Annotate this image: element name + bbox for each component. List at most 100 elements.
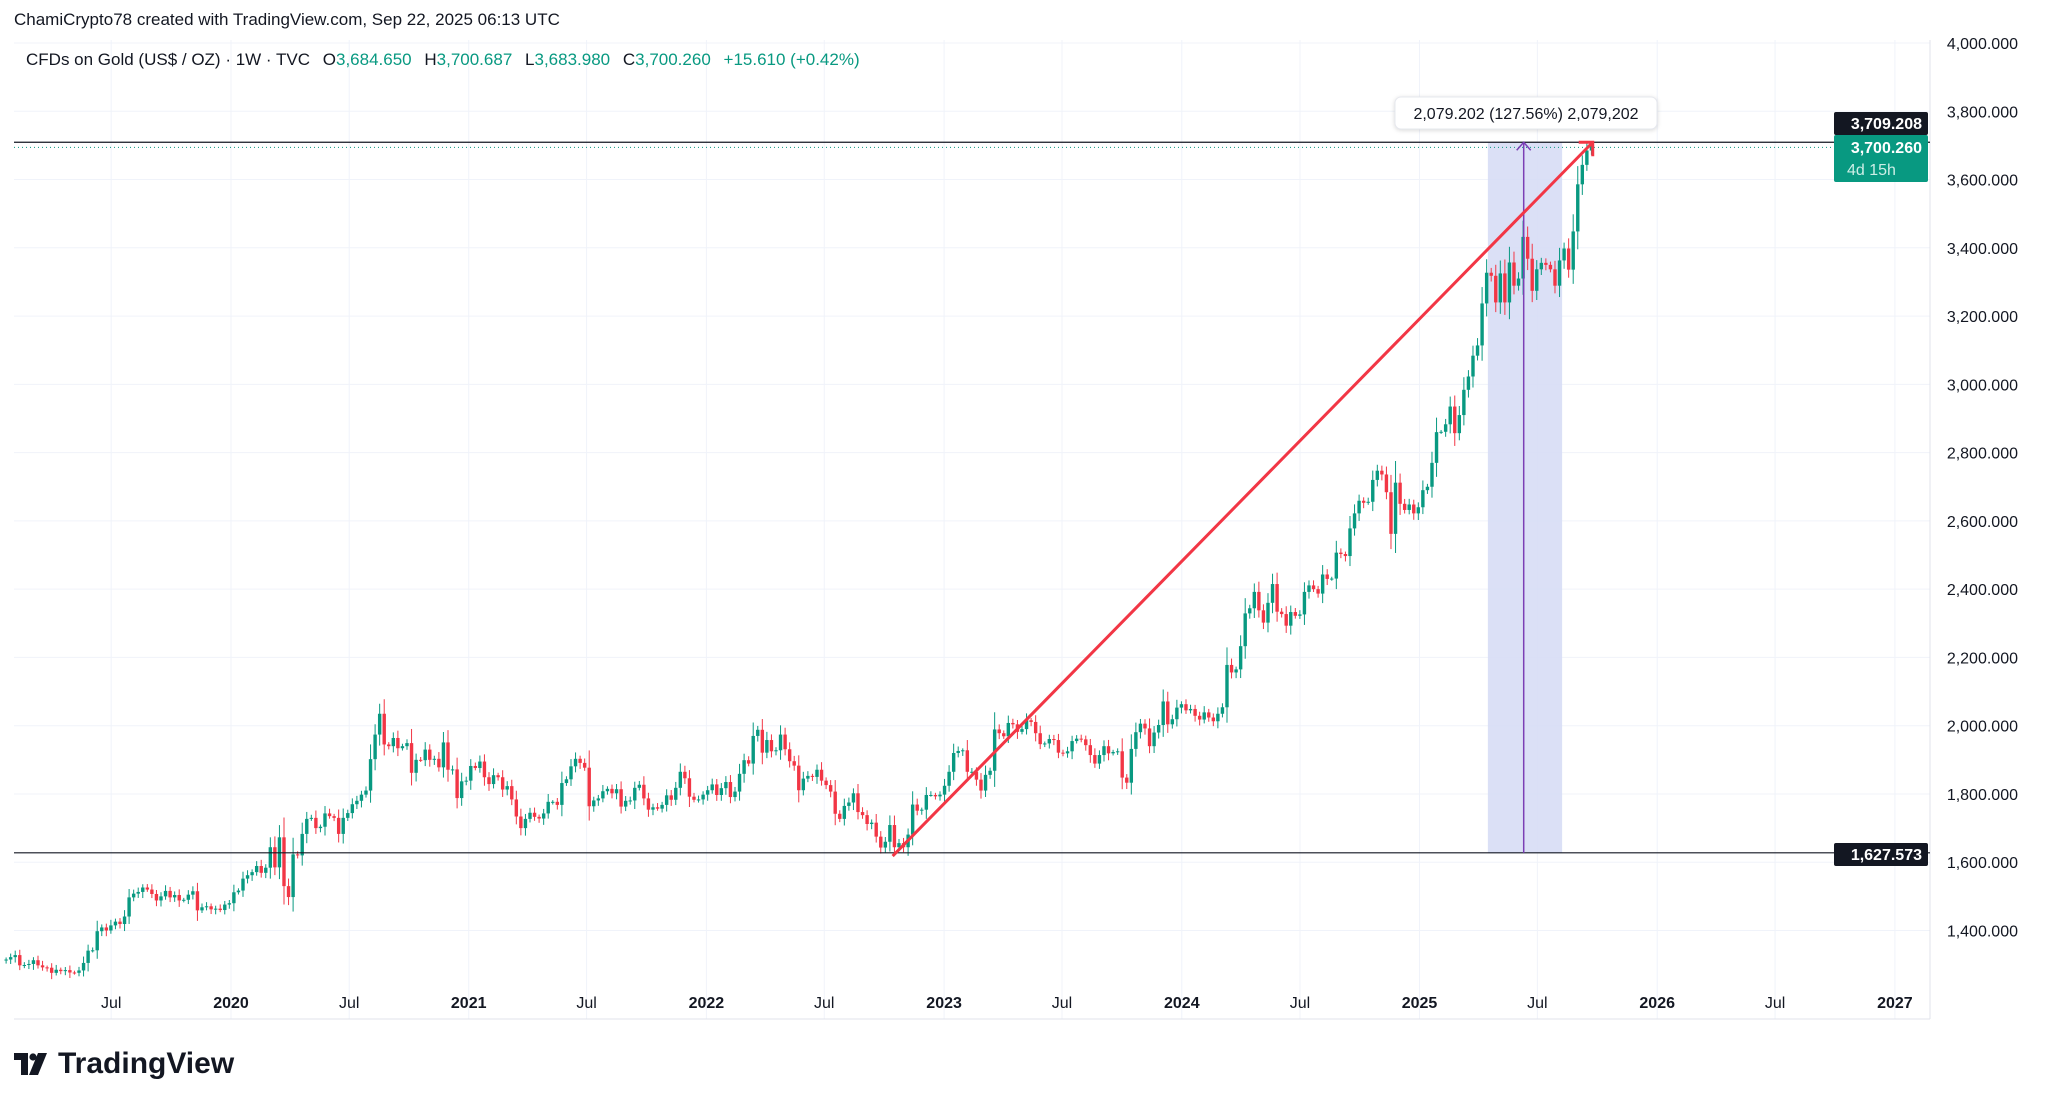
candle: [63, 967, 68, 976]
candle-body: [765, 740, 769, 753]
candle-body: [1311, 585, 1316, 590]
measure-label: 2,079.202 (127.56%) 2,079,202: [1394, 96, 1658, 130]
tradingview-logo-icon: [14, 1053, 47, 1075]
candle: [569, 759, 573, 786]
price-axis-label: 2,400.000: [1947, 582, 2018, 599]
candle-body: [929, 794, 933, 796]
candle-body: [387, 744, 391, 747]
candle: [847, 797, 851, 811]
candle: [810, 773, 815, 781]
symbol-name[interactable]: CFDs on Gold (US$ / OZ) · 1W · TVC: [26, 50, 311, 69]
time-axis-label: 2024: [1164, 995, 1200, 1012]
candle-body: [1011, 722, 1015, 725]
candle-body: [1407, 504, 1411, 510]
candle-body: [578, 758, 582, 763]
candle-body: [1179, 704, 1184, 708]
candle: [1038, 725, 1042, 750]
candle-body: [218, 908, 222, 911]
candle-body: [1102, 746, 1106, 756]
candle-body: [1585, 150, 1589, 165]
candle-body: [1448, 406, 1452, 425]
candle: [1311, 580, 1316, 592]
candle-body: [1330, 578, 1334, 580]
candle-body: [874, 822, 878, 837]
candle: [1084, 735, 1088, 751]
measure-range[interactable]: [1487, 142, 1563, 853]
tradingview-logo[interactable]: TradingView: [14, 1047, 234, 1081]
candle-body: [865, 815, 869, 825]
candle: [1029, 717, 1033, 727]
candle: [127, 889, 131, 924]
candle: [1402, 498, 1407, 514]
candle: [305, 811, 309, 844]
candle-body: [1434, 432, 1439, 463]
candle-body: [359, 794, 364, 801]
candle-body: [341, 817, 345, 834]
candle: [1024, 713, 1029, 735]
candle: [1161, 689, 1165, 737]
candle: [191, 886, 195, 900]
candle: [482, 754, 487, 786]
candle: [332, 813, 336, 822]
candle-body: [1138, 723, 1143, 733]
candle: [150, 884, 154, 899]
candle-body: [150, 889, 154, 894]
candle-body: [90, 950, 95, 952]
candle-body: [396, 737, 400, 749]
candle-body: [159, 896, 163, 901]
candle-body: [532, 812, 537, 817]
candle-body: [186, 894, 191, 900]
candle-body: [810, 775, 815, 777]
candle-body: [897, 843, 901, 848]
candle-body: [1061, 752, 1065, 754]
candle-body: [1129, 748, 1134, 783]
candle: [715, 779, 719, 801]
candle-body: [633, 787, 637, 801]
candle-body: [350, 804, 355, 814]
candle: [664, 789, 669, 812]
candle: [350, 798, 355, 819]
candle-body: [1516, 278, 1521, 286]
price-axis-label: 1,400.000: [1947, 924, 2018, 941]
time-axis[interactable]: Jul 2020 Jul 2021 Jul 2022 Jul 2023 Jul 2024 Jul 20…: [101, 995, 1913, 1012]
candle: [478, 755, 482, 773]
candle-body: [241, 878, 245, 891]
candle: [1193, 704, 1197, 722]
candle: [241, 871, 245, 897]
candle-body: [628, 800, 632, 802]
candle-body: [965, 750, 970, 772]
candle: [1216, 707, 1220, 729]
trendline[interactable]: [891, 141, 1594, 858]
candle-body: [4, 959, 8, 961]
candle: [4, 957, 8, 964]
candle: [965, 740, 970, 780]
candle: [1512, 251, 1516, 295]
candle: [1466, 370, 1471, 398]
price-axis[interactable]: 4,000.000 3,800.000 3,600.000 3,400.000 3,20…: [1947, 36, 2018, 941]
candle: [195, 882, 200, 921]
candle-body: [655, 807, 660, 809]
candle-body: [1088, 745, 1093, 756]
candle: [888, 815, 892, 852]
candle-body: [1553, 269, 1557, 286]
candle-body: [209, 906, 213, 910]
candle-body: [469, 765, 473, 781]
candle-body: [920, 809, 924, 811]
candle-body: [191, 891, 195, 895]
price-axis-label: 4,000.000: [1947, 36, 2018, 53]
candle: [1421, 480, 1425, 515]
candle-body: [59, 969, 63, 972]
candle-body: [54, 969, 58, 973]
candle-body: [286, 886, 291, 898]
candle-body: [1489, 272, 1493, 276]
candle: [701, 791, 705, 805]
price-axis-label: 2,800.000: [1947, 446, 2018, 463]
candle-body: [323, 813, 327, 827]
candle-body: [373, 734, 377, 760]
time-axis-label: 2021: [451, 995, 487, 1012]
candle: [145, 884, 150, 892]
price-axis-label: 2,600.000: [1947, 514, 2018, 531]
candle-body: [100, 927, 104, 932]
candle: [956, 746, 960, 758]
